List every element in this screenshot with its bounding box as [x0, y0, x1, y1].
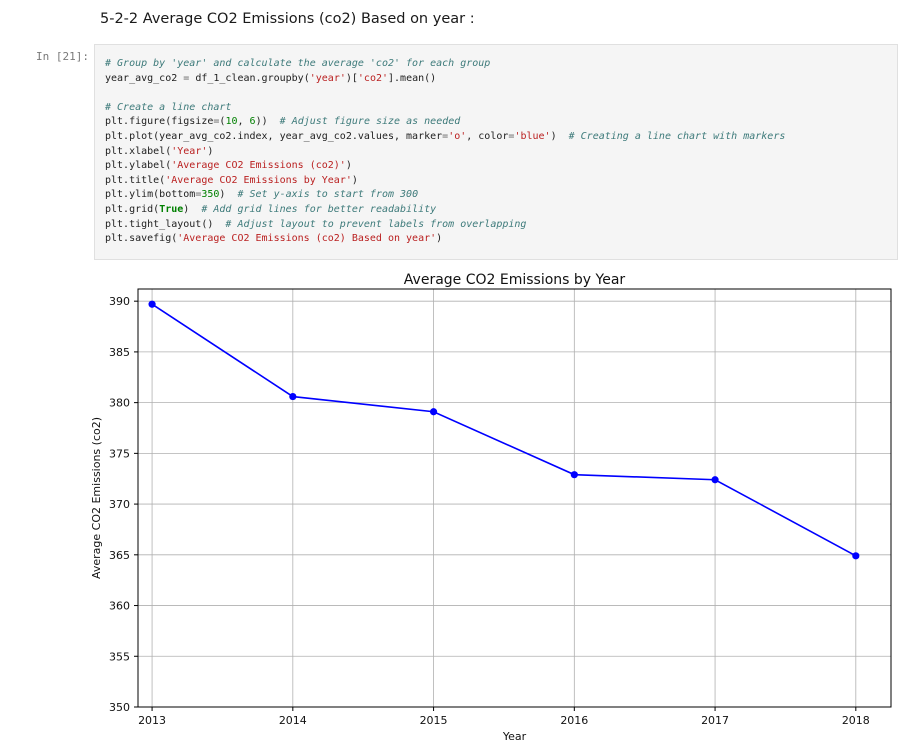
code-token: )[ [345, 72, 358, 84]
x-tick-label: 2013 [138, 714, 166, 727]
y-axis-label: Average CO2 Emissions (co2) [90, 417, 103, 579]
code-token: plt.ylabel( [105, 160, 172, 172]
code-token: ) [219, 189, 238, 201]
code-token: ) [207, 145, 214, 157]
data-point [852, 552, 860, 560]
code-cell[interactable] [94, 44, 898, 260]
code-token: # Adjust figure size as needed [279, 116, 461, 128]
code-token: 'Average CO2 Emissions by Year' [165, 174, 352, 186]
y-tick-label: 360 [109, 600, 130, 613]
code-token: ) [436, 233, 443, 245]
code-token: 'year' [309, 72, 346, 84]
code-token: = [183, 72, 190, 84]
code-token: plt.ylim(bottom [105, 189, 196, 201]
code-token: ) [550, 130, 569, 142]
code-token: ) [351, 174, 358, 186]
code-token: = [195, 189, 202, 201]
y-tick-label: 385 [109, 346, 130, 359]
y-tick-label: 390 [109, 295, 130, 308]
y-tick-label: 380 [109, 397, 130, 410]
code-token: plt.grid( [105, 203, 160, 215]
code-token: 'blue' [514, 130, 551, 142]
code-token: plt.title( [105, 174, 166, 186]
code-token: plt.savefig( [105, 233, 178, 245]
data-point [148, 300, 156, 308]
code-line: plt.ylim(bottom=350) # Set y-axis to sta… [105, 188, 785, 203]
data-point [289, 392, 297, 401]
y-tick-label: 370 [109, 498, 130, 511]
x-tick-label: 2018 [842, 714, 870, 727]
code-token: plt.plot(year_avg_co2.index, year_avg_co… [105, 130, 443, 142]
code-token: # Add grid lines for better readability [201, 203, 437, 215]
x-axis-label: Year [502, 730, 527, 743]
y-tick-label: 355 [109, 650, 130, 663]
code-token: = [442, 130, 449, 142]
code-token: 'o' [448, 130, 467, 142]
code-token: plt.xlabel( [105, 145, 172, 157]
x-tick-label: 2014 [279, 714, 307, 727]
code-token: ( [219, 116, 226, 128]
code-token: # Creating a line chart with markers [568, 130, 786, 142]
code-token: year_avg_co2 [105, 72, 184, 84]
code-token: 'Year' [171, 145, 208, 157]
data-point [429, 408, 438, 416]
y-tick-label: 375 [109, 447, 130, 460]
plot-frame [137, 288, 892, 708]
code-token: plt.tight_layout() [105, 218, 226, 230]
code-line: plt.ylabel('Average CO2 Emissions (co2)'… [105, 159, 785, 174]
code-token: # Adjust layout to prevent labels from o… [225, 218, 527, 230]
code-token: 10 [225, 116, 238, 128]
code-token: ].mean() [388, 72, 437, 84]
code-token: 'Average CO2 Emissions (co2)' [171, 160, 346, 172]
y-tick-label: 350 [109, 701, 130, 714]
code-token: # Set y-axis to start from 300 [237, 189, 419, 201]
code-token: ) [183, 203, 202, 215]
series-line [151, 303, 857, 557]
code-token: = [213, 116, 220, 128]
code-line: # Create a line chart [105, 101, 785, 116]
cell-prompt: In [21]: [36, 50, 89, 63]
code-line: plt.xlabel('Year') [105, 145, 785, 160]
code-token: True [159, 203, 184, 215]
code-token: plt.figure(figsize [105, 116, 214, 128]
code-line: # Group by 'year' and calculate the aver… [105, 57, 785, 72]
code-line: plt.savefig('Average CO2 Emissions (co2)… [105, 232, 785, 247]
data-point [570, 471, 578, 479]
code-line: plt.title('Average CO2 Emissions by Year… [105, 174, 785, 189]
code-token: 350 [201, 189, 220, 201]
code-editor[interactable]: # Group by 'year' and calculate the aver… [105, 57, 785, 247]
code-token: # Group by 'year' and calculate the aver… [105, 58, 491, 69]
code-token: = [508, 130, 515, 142]
code-line: plt.figure(figsize=(10, 6)) # Adjust fig… [105, 115, 785, 130]
x-tick-label: 2016 [560, 714, 588, 727]
code-line: plt.plot(year_avg_co2.index, year_avg_co… [105, 130, 785, 145]
code-token: 6 [249, 116, 256, 128]
chart-title: Average CO2 Emissions by Year [404, 272, 626, 288]
code-token: )) [255, 116, 280, 128]
x-tick-label: 2015 [420, 714, 448, 727]
code-line: year_avg_co2 = df_1_clean.groupby('year'… [105, 72, 785, 87]
code-line: plt.grid(True) # Add grid lines for bett… [105, 203, 785, 218]
y-tick-label: 365 [109, 549, 130, 562]
data-point [711, 476, 719, 484]
code-token: 'Average CO2 Emissions (co2) Based on ye… [177, 233, 437, 245]
code-line: plt.tight_layout() # Adjust layout to pr… [105, 218, 785, 233]
code-token: 'co2' [357, 72, 389, 84]
code-token: df_1_clean.groupby( [189, 72, 310, 84]
section-heading: 5-2-2 Average CO2 Emissions (co2) Based … [100, 11, 475, 27]
code-token: , color [466, 130, 509, 142]
code-token: ) [345, 160, 352, 172]
code-token: , [237, 116, 250, 128]
x-tick-label: 2017 [701, 714, 729, 727]
code-token: # Create a line chart [105, 101, 232, 113]
